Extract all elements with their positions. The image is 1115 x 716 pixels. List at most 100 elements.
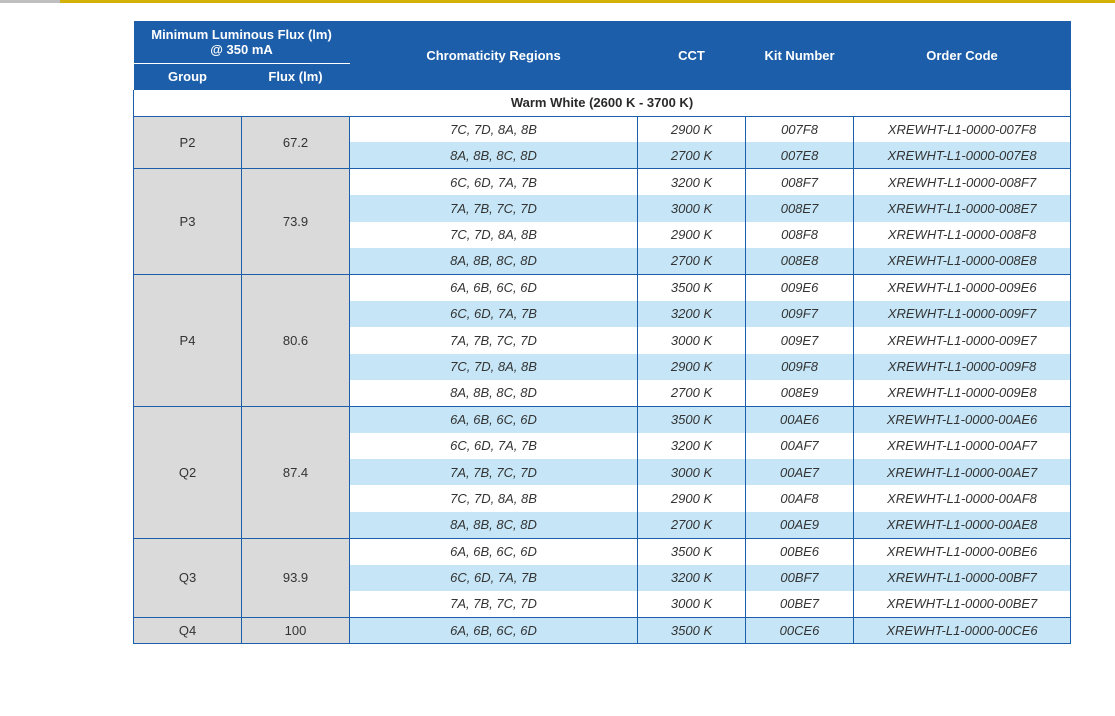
cct-cell: 3200 K: [637, 564, 747, 592]
cct-cell: 3200 K: [637, 432, 747, 460]
flux-cell: 93.9: [240, 537, 351, 618]
chromaticity-header: Chromaticity Regions: [349, 21, 638, 90]
cct-cell: 3500 K: [637, 537, 747, 565]
order-code-cell: XREWHT-L1-0000-009F8: [853, 353, 1072, 380]
cct-cell: 3500 K: [637, 616, 747, 645]
kit-number-cell: 00CE6: [745, 616, 855, 645]
order-code-cell: XREWHT-L1-0000-00BE6: [853, 537, 1072, 565]
chromaticity-cell: 7A, 7B, 7C, 7D: [349, 195, 639, 222]
kit-number-cell: 00AE6: [745, 405, 855, 433]
chromaticity-cell: 6C, 6D, 7A, 7B: [349, 432, 639, 460]
table-row: 6C, 6D, 7A, 7B 3200 K 009F7 XREWHT-L1-0000-…: [134, 300, 1072, 328]
kit-number-cell: 009E6: [745, 273, 855, 301]
table-row: 7A, 7B, 7C, 7D 3000 K 008E7 XREWHT-L1-0000-…: [134, 195, 1072, 222]
chromaticity-cell: 7C, 7D, 8A, 8B: [349, 353, 639, 380]
order-code-cell: XREWHT-L1-0000-008F7: [853, 168, 1072, 196]
table-row: P3 73.9 6C, 6D, 7A, 7B 3200 K 008F7 XREWHT-L1…: [133, 168, 1072, 275]
kit-number-cell: 007E8: [745, 142, 855, 170]
chromaticity-cell: 6A, 6B, 6C, 6D: [349, 537, 639, 565]
cct-cell: 3000 K: [637, 459, 747, 486]
flux-cell: 100: [240, 616, 351, 645]
order-code-cell: XREWHT-L1-0000-00AE7: [853, 459, 1072, 486]
order-code-cell: XREWHT-L1-0000-008E7: [853, 195, 1072, 222]
table-row: Q2 87.4 6A, 6B, 6C, 6D 3500 K 00AE6 XREWHT-L1…: [133, 405, 1072, 539]
table-row: 7A, 7B, 7C, 7D 3000 K 00BE7 XREWHT-L1-0000-…: [134, 591, 1072, 618]
chromaticity-cell: 6C, 6D, 7A, 7B: [349, 564, 639, 592]
order-code-cell: XREWHT-L1-0000-00CE6: [853, 616, 1072, 645]
chromaticity-cell: 8A, 8B, 8C, 8D: [349, 247, 639, 275]
chromaticity-cell: 7C, 7D, 8A, 8B: [349, 485, 639, 512]
kit-number-header: Kit Number: [745, 21, 854, 90]
order-code-cell: XREWHT-L1-0000-009E8: [853, 379, 1072, 407]
group-cell: P3: [133, 168, 242, 275]
chromaticity-cell: 8A, 8B, 8C, 8D: [349, 379, 639, 407]
group-header: Group: [133, 63, 242, 90]
cct-header: CCT: [637, 21, 746, 90]
cct-cell: 3000 K: [637, 195, 747, 222]
table-row: 7A, 7B, 7C, 7D 3000 K 00AE7 XREWHT-L1-0000-…: [134, 459, 1072, 486]
cct-cell: 3000 K: [637, 327, 747, 354]
flux-order-table: Minimum Luminous Flux (lm) @ 350 mA Chro…: [132, 21, 1072, 645]
chromaticity-cell: 8A, 8B, 8C, 8D: [349, 511, 639, 539]
flux-cell: 67.2: [240, 115, 351, 170]
kit-number-cell: 007F8: [745, 115, 855, 143]
table-row: P2 67.2 7C, 7D, 8A, 8B 2900 K 007F8 XREWHT-L1…: [133, 115, 1072, 170]
order-code-cell: XREWHT-L1-0000-00AF8: [853, 485, 1072, 512]
table-row: 7C, 7D, 8A, 8B 2900 K 008F8 XREWHT-L1-0000-…: [134, 221, 1072, 248]
chromaticity-cell: 6C, 6D, 7A, 7B: [349, 168, 639, 196]
group-cell: P2: [133, 115, 242, 170]
order-code-cell: XREWHT-L1-0000-009F7: [853, 300, 1072, 328]
kit-number-cell: 009F8: [745, 353, 855, 380]
kit-number-cell: 00AE7: [745, 459, 855, 486]
section-title: Warm White (2600 K - 3700 K): [132, 90, 1072, 117]
table-row: 8A, 8B, 8C, 8D 2700 K 008E9 XREWHT-L1-0000-…: [134, 379, 1072, 407]
min-flux-header-line1: Minimum Luminous Flux (lm): [151, 26, 332, 42]
header-row-2: Group Flux (lm): [133, 63, 1071, 90]
order-code-cell: XREWHT-L1-0000-008E8: [853, 247, 1072, 275]
cct-cell: 3000 K: [637, 591, 747, 618]
top-accent-bar-left: [0, 0, 60, 3]
table-body: Warm White (2600 K - 3700 K) P2 67.2 7C, 7…: [132, 90, 1072, 645]
kit-number-cell: 009F7: [745, 300, 855, 328]
table-row: Q4 100 6A, 6B, 6C, 6D 3500 K 00CE6 XREWHT-L1-…: [133, 616, 1072, 645]
order-code-cell: XREWHT-L1-0000-00AE6: [853, 405, 1072, 433]
kit-number-cell: 009E7: [745, 327, 855, 354]
kit-number-cell: 00BF7: [745, 564, 855, 592]
kit-number-cell: 00BE6: [745, 537, 855, 565]
cct-cell: 3500 K: [637, 273, 747, 301]
order-code-cell: XREWHT-L1-0000-00BF7: [853, 564, 1072, 592]
cct-cell: 3500 K: [637, 405, 747, 433]
cct-cell: 2700 K: [637, 142, 747, 170]
kit-number-cell: 00BE7: [745, 591, 855, 618]
kit-number-cell: 00AF7: [745, 432, 855, 460]
chromaticity-cell: 7A, 7B, 7C, 7D: [349, 327, 639, 354]
cct-cell: 3200 K: [637, 168, 747, 196]
table-row: 7C, 7D, 8A, 8B 2900 K 00AF8 XREWHT-L1-0000-…: [134, 485, 1072, 512]
order-code-cell: XREWHT-L1-0000-007E8: [853, 142, 1072, 170]
chromaticity-cell: 6A, 6B, 6C, 6D: [349, 405, 639, 433]
table-row: 8A, 8B, 8C, 8D 2700 K 00AE9 XREWHT-L1-0000-…: [134, 511, 1072, 539]
min-flux-header-line2: @ 350 mA: [210, 41, 273, 57]
cct-cell: 2700 K: [637, 247, 747, 275]
chromaticity-cell: 6A, 6B, 6C, 6D: [349, 616, 639, 645]
order-code-header: Order Code: [853, 21, 1071, 90]
chromaticity-cell: 6A, 6B, 6C, 6D: [349, 273, 639, 301]
group-cell: Q4: [133, 616, 242, 645]
table-row: 6C, 6D, 7A, 7B 3200 K 00AF7 XREWHT-L1-0000-…: [134, 432, 1072, 460]
table-row: 7C, 7D, 8A, 8B 2900 K 009F8 XREWHT-L1-0000-…: [134, 353, 1072, 380]
table-row: 6C, 6D, 7A, 7B 3200 K 00BF7 XREWHT-L1-0000-…: [134, 564, 1072, 592]
kit-number-cell: 008F7: [745, 168, 855, 196]
cct-cell: 2900 K: [637, 353, 747, 380]
section-row: Warm White (2600 K - 3700 K): [132, 90, 1072, 117]
cct-cell: 2900 K: [637, 221, 747, 248]
table-row: 8A, 8B, 8C, 8D 2700 K 007E8 XREWHT-L1-0000-…: [134, 142, 1072, 170]
table-row: 8A, 8B, 8C, 8D 2700 K 008E8 XREWHT-L1-0000-…: [134, 247, 1072, 275]
header-row-1: Minimum Luminous Flux (lm) @ 350 mA Chro…: [133, 21, 1071, 90]
order-code-cell: XREWHT-L1-0000-00AE8: [853, 511, 1072, 539]
order-code-cell: XREWHT-L1-0000-009E6: [853, 273, 1072, 301]
cct-cell: 2900 K: [637, 115, 747, 143]
top-accent-bar: [0, 0, 1115, 3]
chromaticity-cell: 7A, 7B, 7C, 7D: [349, 459, 639, 486]
order-code-cell: XREWHT-L1-0000-008F8: [853, 221, 1072, 248]
kit-number-cell: 00AE9: [745, 511, 855, 539]
